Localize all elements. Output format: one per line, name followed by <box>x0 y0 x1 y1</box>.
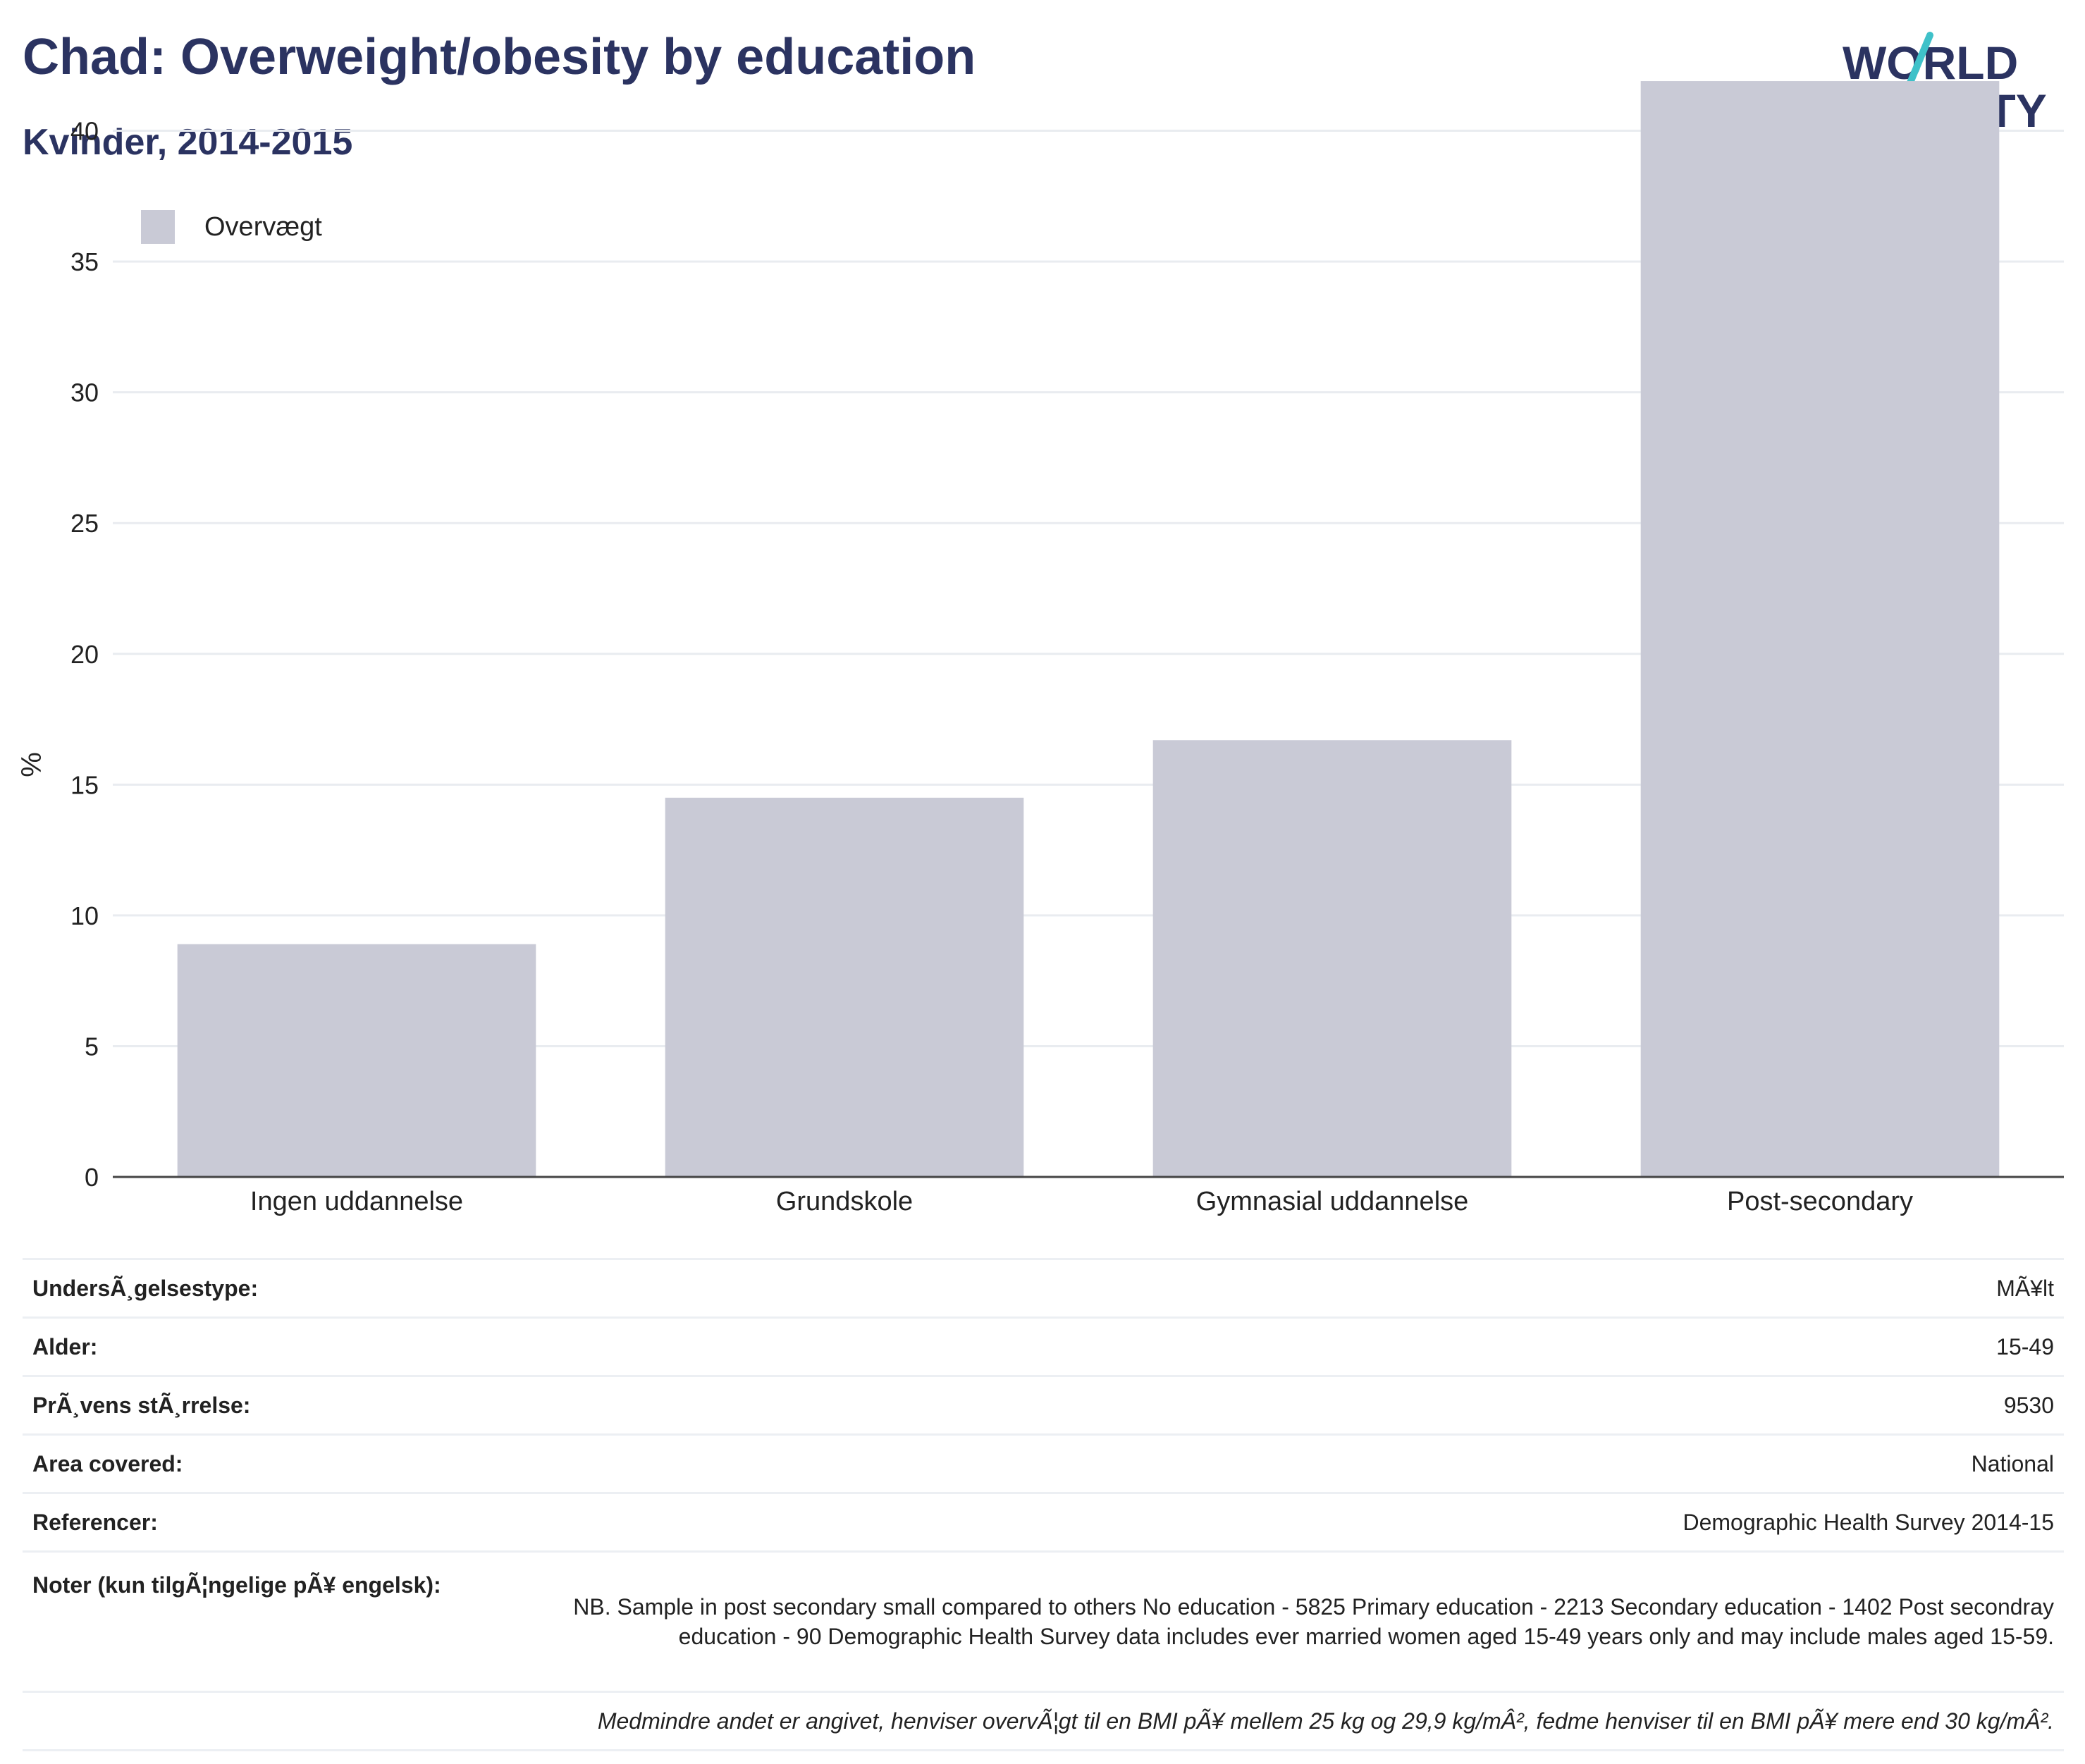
y-tick-label: 0 <box>85 1163 99 1192</box>
bar <box>1640 81 2000 1178</box>
y-tick-label: 30 <box>70 378 99 407</box>
info-label: PrÃ¸vens stÃ¸rrelse: <box>23 1375 550 1435</box>
logo-line1: WORLD <box>1843 37 2018 89</box>
info-value: Demographic Health Survey 2014-15 <box>550 1492 2064 1552</box>
info-table: UndersÃ¸gelsestype: MÃ¥lt Alder: 15-49 PrÃ… <box>23 1258 2064 1751</box>
info-row-survey-type: UndersÃ¸gelsestype: MÃ¥lt <box>23 1258 2064 1318</box>
bar-chart: 0 5 10 15 20 25 30 35 40 Ingen uddannelse Grundsko… <box>16 81 2064 1216</box>
y-tick-label: 20 <box>70 640 99 669</box>
chart-legend[interactable]: Overvægt <box>141 210 322 244</box>
info-label: Noter (kun tilgÃ¦ngelige pÃ¥ engelsk): <box>23 1550 550 1692</box>
info-value: National <box>550 1433 2064 1493</box>
info-row-area: Area covered: National <box>23 1433 2064 1493</box>
y-tick-label: 5 <box>85 1032 99 1061</box>
chart-title: Chad: Overweight/obesity by education <box>23 29 976 85</box>
info-row-sample-size: PrÃ¸vens stÃ¸rrelse: 9530 <box>23 1375 2064 1435</box>
info-value: 9530 <box>550 1375 2064 1435</box>
info-label: Alder: <box>23 1316 550 1376</box>
bar <box>1152 740 1512 1177</box>
info-row-age: Alder: 15-49 <box>23 1316 2064 1376</box>
logo-slash-teal <box>1905 32 1933 90</box>
info-label: Referencer: <box>23 1492 550 1552</box>
info-label: Area covered: <box>23 1433 550 1493</box>
info-row-footnote: Medmindre andet er angivet, henviser ove… <box>23 1691 2064 1751</box>
info-label: UndersÃ¸gelsestype: <box>23 1258 550 1318</box>
y-tick-label: 10 <box>70 901 99 930</box>
x-tick-label: Gymnasial uddannelse <box>1196 1187 1469 1216</box>
footnote: Medmindre andet er angivet, henviser ove… <box>23 1691 2064 1751</box>
y-tick-label: 40 <box>70 117 99 146</box>
info-row-references: Referencer: Demographic Health Survey 201… <box>23 1492 2064 1552</box>
bar <box>665 797 1024 1177</box>
legend-label: Overvægt <box>204 211 322 242</box>
y-axis-label: % <box>16 752 47 777</box>
info-value: MÃ¥lt <box>550 1258 2064 1318</box>
x-tick-label: Ingen uddannelse <box>250 1187 463 1216</box>
x-tick-label: Post-secondary <box>1727 1187 1913 1216</box>
info-value: NB. Sample in post secondary small compa… <box>550 1550 2064 1692</box>
bar <box>177 944 536 1177</box>
x-tick-label: Grundskole <box>776 1187 913 1216</box>
y-tick-label: 25 <box>70 509 99 538</box>
y-tick-label: 15 <box>70 770 99 799</box>
info-value: 15-49 <box>550 1316 2064 1376</box>
chart-subtitle: Kvinder, 2014-2015 <box>23 122 353 163</box>
y-tick-label: 35 <box>70 247 99 276</box>
legend-swatch <box>141 210 175 244</box>
info-row-notes: Noter (kun tilgÃ¦ngelige pÃ¥ engelsk): NB… <box>23 1550 2064 1692</box>
